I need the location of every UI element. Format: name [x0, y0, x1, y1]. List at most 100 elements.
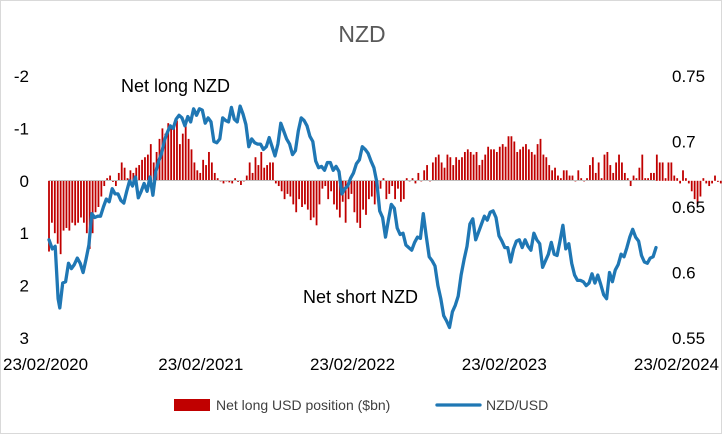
bar: [429, 180, 431, 182]
bar: [609, 165, 612, 181]
bar: [667, 162, 670, 181]
bar: [714, 175, 716, 181]
bar: [277, 180, 280, 187]
bar: [487, 146, 490, 181]
bar: [112, 180, 114, 182]
bar: [469, 151, 472, 181]
bar: [463, 151, 466, 181]
bar: [397, 180, 399, 189]
bar: [178, 144, 181, 181]
bar: [312, 180, 315, 218]
bar: [251, 172, 254, 181]
bar: [545, 157, 548, 181]
bar: [132, 172, 135, 181]
bar: [138, 165, 141, 181]
bar: [402, 180, 405, 200]
bar: [213, 172, 216, 181]
bar: [199, 172, 202, 181]
bar: [254, 157, 257, 181]
bar: [181, 133, 184, 181]
bar: [568, 175, 571, 181]
bar: [71, 180, 74, 223]
bar: [466, 149, 469, 181]
bar: [65, 180, 68, 228]
bar: [388, 180, 391, 194]
x-axis-ticks: 23/02/2020 23/02/2021 23/02/2022 23/02/2023…: [3, 355, 719, 374]
bar: [114, 180, 117, 187]
bar: [530, 151, 533, 181]
bar: [434, 157, 437, 181]
bar: [304, 180, 306, 205]
bar: [525, 144, 527, 181]
bar: [603, 154, 606, 181]
bar: [606, 151, 609, 181]
bar: [693, 180, 696, 200]
bar: [321, 180, 324, 189]
bar: [126, 178, 129, 181]
bar: [519, 149, 522, 181]
bar: [272, 162, 274, 181]
bar: [123, 167, 126, 181]
bar: [629, 180, 632, 187]
bar: [641, 154, 644, 181]
bar: [362, 180, 364, 210]
bar: [359, 180, 362, 228]
bar: [446, 154, 449, 181]
bar: [472, 154, 475, 181]
bar: [338, 180, 341, 218]
bar: [522, 146, 524, 181]
bar: [557, 175, 559, 181]
bar: [295, 180, 298, 213]
legend-swatch-bars: [174, 399, 210, 411]
bar: [350, 180, 353, 194]
bar: [109, 175, 111, 181]
bar: [539, 138, 542, 181]
bar: [437, 154, 440, 181]
bar: [426, 165, 428, 181]
right-tick-label: 0.6: [672, 264, 696, 283]
left-tick-label: -2: [14, 67, 29, 86]
bar: [184, 125, 187, 181]
bar: [120, 162, 123, 181]
bar: [51, 180, 53, 223]
bar: [658, 162, 661, 181]
bar: [699, 180, 702, 197]
bar: [452, 165, 455, 181]
bar: [91, 180, 94, 234]
bar: [411, 178, 414, 181]
left-tick-label: 1: [20, 224, 29, 243]
bar: [559, 178, 562, 181]
bar: [225, 180, 228, 182]
bar: [286, 180, 289, 194]
bar: [440, 162, 443, 181]
bar: [574, 180, 577, 182]
bar: [400, 180, 402, 202]
bar: [565, 170, 568, 181]
bar: [106, 178, 109, 181]
bar: [554, 167, 556, 181]
bar: [551, 170, 554, 181]
bar: [379, 180, 382, 189]
bar: [493, 149, 495, 181]
bar: [615, 162, 618, 181]
bar: [208, 151, 210, 181]
bar: [635, 178, 638, 181]
bar: [478, 165, 481, 181]
bar: [260, 151, 263, 181]
bar: [513, 141, 516, 181]
bar: [228, 180, 231, 183]
bar: [382, 178, 385, 181]
bar: [484, 154, 487, 181]
left-tick-label: 3: [20, 329, 29, 348]
bar: [103, 180, 106, 187]
bar: [385, 180, 388, 200]
bar: [234, 178, 237, 181]
bar: [702, 178, 705, 181]
bar: [373, 180, 376, 205]
bar: [612, 172, 615, 181]
bar: [144, 157, 146, 181]
bar: [536, 144, 539, 181]
bar: [210, 162, 213, 181]
bar: [504, 146, 507, 181]
bar: [431, 162, 434, 181]
